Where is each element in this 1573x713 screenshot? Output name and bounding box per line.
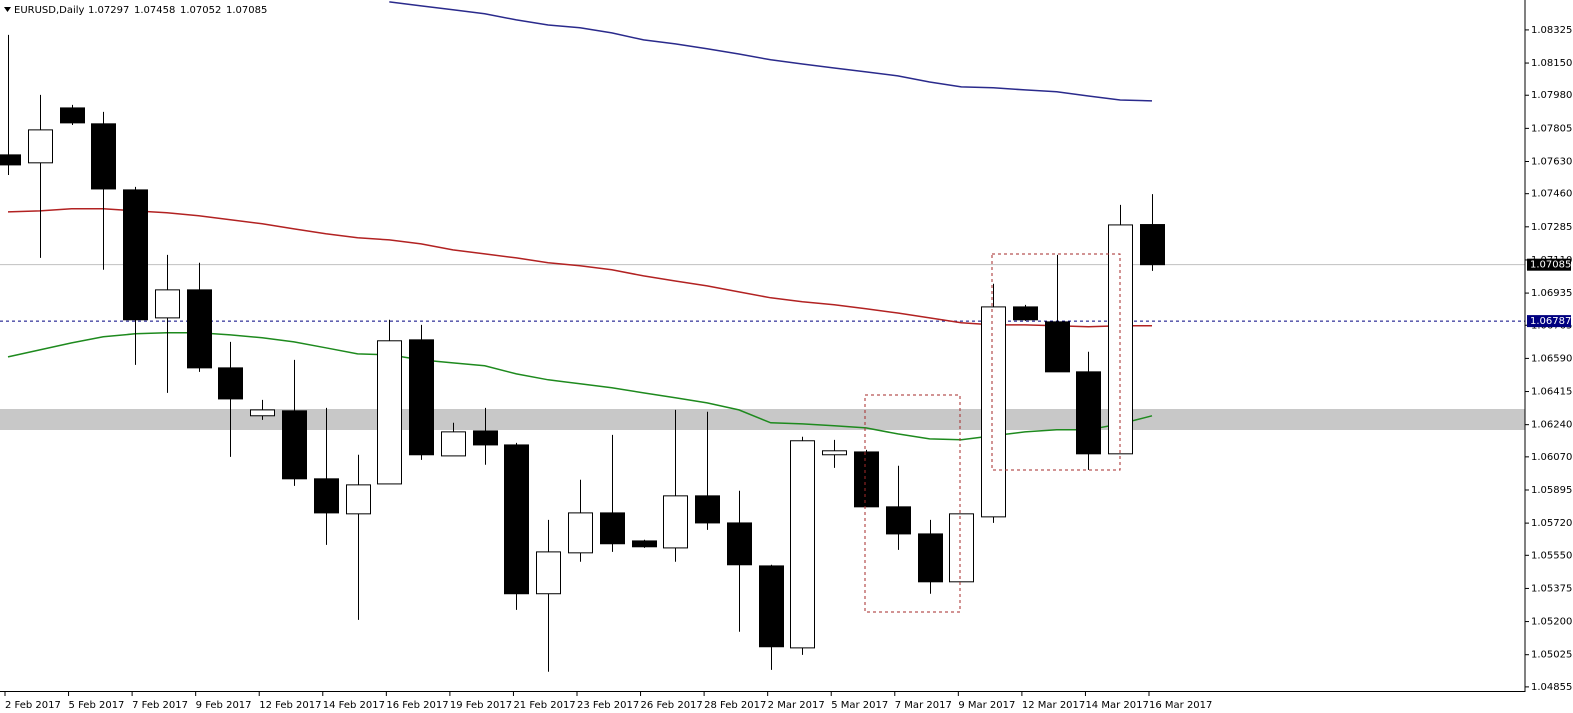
x-tick-label: 12 Mar 2017 (1022, 700, 1085, 711)
candle-body (632, 540, 657, 548)
price-label-box (1527, 315, 1571, 328)
y-tick-label: 1.07460 (1531, 189, 1572, 200)
header-open: 1.07297 (88, 5, 129, 16)
candle-body (886, 506, 911, 535)
candle-body (377, 340, 402, 485)
candle-body (473, 430, 498, 446)
moving-average-line (7, 208, 1152, 328)
x-tick-label: 2 Feb 2017 (5, 700, 61, 711)
moving-average-line (389, 1, 1153, 102)
candle-body (663, 495, 688, 549)
candle-body (822, 450, 847, 456)
candle-body (600, 512, 625, 545)
candle-body (918, 533, 943, 583)
y-tick-label: 1.07630 (1531, 156, 1572, 167)
x-tick-label: 5 Mar 2017 (831, 700, 888, 711)
candle-body (346, 484, 371, 515)
candle-body (282, 410, 307, 480)
candle-body (981, 306, 1006, 518)
x-tick-label: 7 Feb 2017 (132, 700, 188, 711)
y-tick-label: 1.05375 (1531, 583, 1572, 594)
x-tick-label: 28 Feb 2017 (704, 700, 766, 711)
y-tick-label: 1.05550 (1531, 550, 1572, 561)
x-tick-label: 14 Feb 2017 (323, 700, 385, 711)
y-tick-label: 1.04855 (1531, 682, 1572, 693)
candle-body (536, 551, 561, 595)
candle-body (441, 431, 466, 457)
candle-body (218, 367, 243, 400)
y-tick-label: 1.06935 (1531, 288, 1572, 299)
candle-body (727, 522, 752, 566)
price-label: 1.07085 (1530, 260, 1571, 271)
candle-body (1013, 306, 1038, 321)
candle-body (123, 189, 148, 321)
menu-arrow[interactable] (4, 7, 11, 12)
candle-body (250, 409, 275, 417)
candle-body (0, 154, 21, 166)
y-tick-label: 1.07285 (1531, 222, 1572, 233)
candle-body (28, 129, 53, 164)
x-tick-label: 14 Mar 2017 (1085, 700, 1148, 711)
y-tick-label: 1.06070 (1531, 452, 1572, 463)
x-tick-label: 12 Feb 2017 (259, 700, 321, 711)
x-tick-label: 26 Feb 2017 (641, 700, 703, 711)
y-tick-label: 1.07980 (1531, 90, 1572, 101)
price-label: 1.06787 (1530, 316, 1571, 327)
y-tick-label: 1.08150 (1531, 58, 1572, 69)
candle-body (790, 440, 815, 649)
header-low: 1.07052 (180, 5, 221, 16)
candle-body (1076, 371, 1101, 455)
candle-body (568, 512, 593, 554)
candle-body (854, 451, 879, 508)
y-tick-label: 1.08325 (1531, 25, 1572, 36)
x-tick-label: 16 Feb 2017 (386, 700, 448, 711)
x-tick-label: 5 Feb 2017 (69, 700, 125, 711)
candle-body (155, 289, 180, 319)
candle-body (759, 565, 784, 648)
y-tick-label: 1.05025 (1531, 650, 1572, 661)
y-tick-label: 1.07805 (1531, 123, 1572, 134)
chart-title: EURUSD,Daily (14, 5, 85, 16)
y-tick-label: 1.05895 (1531, 485, 1572, 496)
x-tick-label: 9 Feb 2017 (196, 700, 252, 711)
candle-body (314, 478, 339, 514)
x-tick-label: 21 Feb 2017 (513, 700, 575, 711)
y-tick-label: 1.05720 (1531, 518, 1572, 529)
candle-body (187, 289, 212, 369)
annotation-layer (864, 253, 1121, 613)
y-tick-label: 1.06240 (1531, 420, 1572, 431)
candle-body (695, 495, 720, 524)
candle-body (949, 513, 974, 583)
pattern-box (991, 253, 1121, 471)
x-tick-label: 9 Mar 2017 (958, 700, 1015, 711)
x-tick-label: 2 Mar 2017 (768, 700, 825, 711)
header-high: 1.07458 (134, 5, 175, 16)
candle-body (504, 444, 529, 595)
price-label-box (1527, 258, 1571, 271)
candle-body (409, 339, 434, 456)
y-tick-label: 1.06590 (1531, 353, 1572, 364)
x-tick-label: 7 Mar 2017 (895, 700, 952, 711)
x-tick-label: 16 Mar 2017 (1149, 700, 1212, 711)
plot-layer (0, 1, 1525, 672)
y-tick-label: 1.05200 (1531, 617, 1572, 628)
candle-body (60, 107, 85, 124)
header-close: 1.07085 (226, 5, 267, 16)
y-tick-label: 1.06415 (1531, 387, 1572, 398)
x-tick-label: 23 Feb 2017 (577, 700, 639, 711)
candle-body (1140, 224, 1165, 266)
candle-body (1045, 321, 1070, 373)
candle-body (91, 123, 116, 190)
x-tick-label: 19 Feb 2017 (450, 700, 512, 711)
